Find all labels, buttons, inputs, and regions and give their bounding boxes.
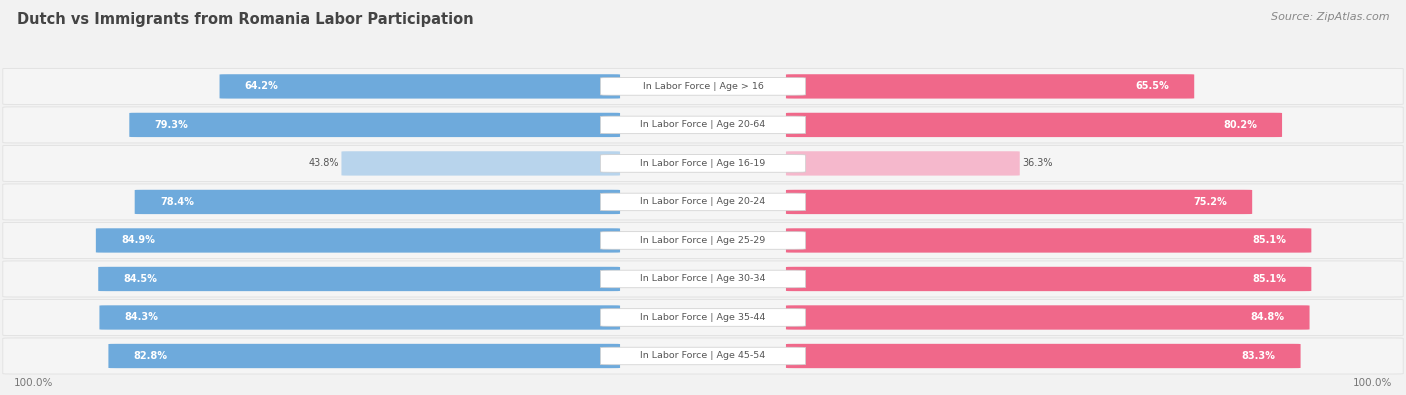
FancyBboxPatch shape (100, 305, 620, 330)
Text: In Labor Force | Age 35-44: In Labor Force | Age 35-44 (640, 313, 766, 322)
FancyBboxPatch shape (786, 344, 1301, 368)
FancyBboxPatch shape (3, 184, 1403, 220)
Text: Dutch vs Immigrants from Romania Labor Participation: Dutch vs Immigrants from Romania Labor P… (17, 12, 474, 27)
FancyBboxPatch shape (3, 107, 1403, 143)
FancyBboxPatch shape (786, 151, 1019, 176)
FancyBboxPatch shape (3, 261, 1403, 297)
Text: In Labor Force | Age 45-54: In Labor Force | Age 45-54 (640, 352, 766, 361)
Text: In Labor Force | Age 20-64: In Labor Force | Age 20-64 (640, 120, 766, 130)
Text: In Labor Force | Age 16-19: In Labor Force | Age 16-19 (640, 159, 766, 168)
Text: In Labor Force | Age > 16: In Labor Force | Age > 16 (643, 82, 763, 91)
Text: In Labor Force | Age 20-24: In Labor Force | Age 20-24 (640, 198, 766, 207)
Text: 85.1%: 85.1% (1253, 235, 1286, 245)
Text: 100.0%: 100.0% (14, 378, 53, 388)
FancyBboxPatch shape (786, 113, 1282, 137)
FancyBboxPatch shape (3, 338, 1403, 374)
Text: 84.3%: 84.3% (125, 312, 159, 322)
FancyBboxPatch shape (600, 232, 806, 249)
FancyBboxPatch shape (600, 116, 806, 134)
Text: 75.2%: 75.2% (1194, 197, 1227, 207)
FancyBboxPatch shape (600, 270, 806, 288)
Text: 43.8%: 43.8% (308, 158, 339, 168)
FancyBboxPatch shape (108, 344, 620, 368)
Text: 65.5%: 65.5% (1135, 81, 1168, 91)
FancyBboxPatch shape (600, 193, 806, 211)
Text: 83.3%: 83.3% (1241, 351, 1275, 361)
FancyBboxPatch shape (786, 190, 1253, 214)
FancyBboxPatch shape (600, 155, 806, 172)
Text: 36.3%: 36.3% (1022, 158, 1053, 168)
FancyBboxPatch shape (786, 267, 1312, 291)
FancyBboxPatch shape (3, 222, 1403, 258)
FancyBboxPatch shape (3, 299, 1403, 335)
Text: 80.2%: 80.2% (1223, 120, 1257, 130)
FancyBboxPatch shape (786, 74, 1194, 99)
Text: 84.9%: 84.9% (121, 235, 155, 245)
FancyBboxPatch shape (3, 68, 1403, 104)
FancyBboxPatch shape (219, 74, 620, 99)
Text: 84.8%: 84.8% (1250, 312, 1284, 322)
FancyBboxPatch shape (98, 267, 620, 291)
Text: 82.8%: 82.8% (134, 351, 167, 361)
Text: 64.2%: 64.2% (245, 81, 278, 91)
FancyBboxPatch shape (600, 78, 806, 95)
Text: In Labor Force | Age 25-29: In Labor Force | Age 25-29 (640, 236, 766, 245)
FancyBboxPatch shape (600, 309, 806, 326)
Text: 84.5%: 84.5% (124, 274, 157, 284)
FancyBboxPatch shape (600, 347, 806, 365)
FancyBboxPatch shape (786, 228, 1312, 253)
FancyBboxPatch shape (129, 113, 620, 137)
FancyBboxPatch shape (3, 145, 1403, 181)
Text: In Labor Force | Age 30-34: In Labor Force | Age 30-34 (640, 275, 766, 284)
Text: 100.0%: 100.0% (1353, 378, 1392, 388)
FancyBboxPatch shape (135, 190, 620, 214)
Text: 85.1%: 85.1% (1253, 274, 1286, 284)
FancyBboxPatch shape (342, 151, 620, 176)
Text: 79.3%: 79.3% (155, 120, 188, 130)
Text: Source: ZipAtlas.com: Source: ZipAtlas.com (1271, 12, 1389, 22)
Text: 78.4%: 78.4% (160, 197, 194, 207)
FancyBboxPatch shape (96, 228, 620, 253)
FancyBboxPatch shape (786, 305, 1309, 330)
